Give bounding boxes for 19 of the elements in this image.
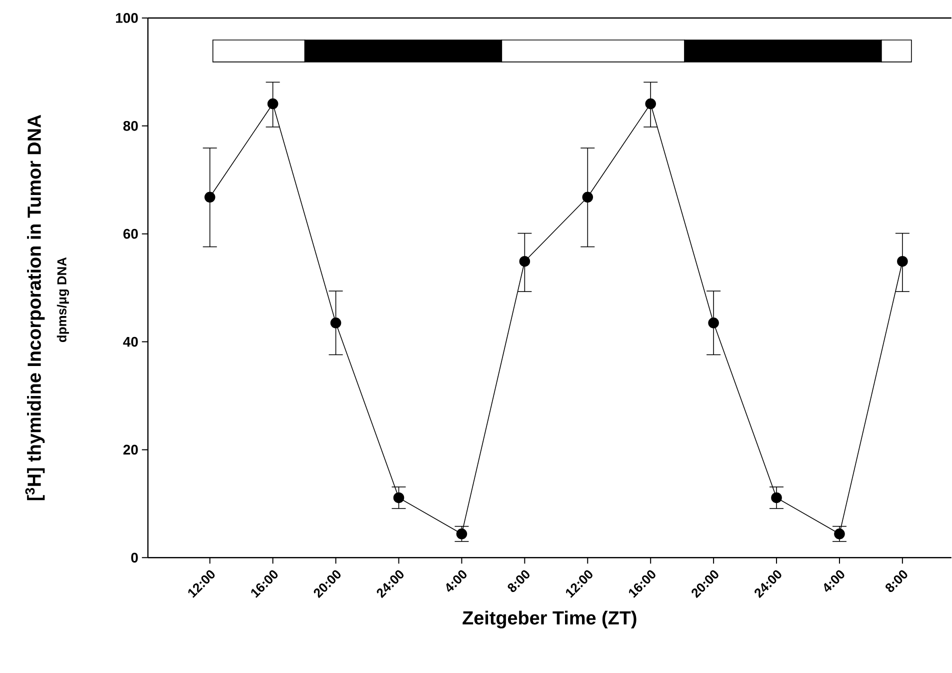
x-axis-title: Zeitgeber Time (ZT) [462,610,636,629]
y-tick-label: 60 [123,229,138,239]
text: dpms/μg DNA [56,258,70,342]
point [519,256,530,267]
y-tick-label: 80 [123,121,138,132]
y-tick-label: 20 [123,444,138,455]
y-tick-label: 0 [131,552,138,563]
point [582,192,594,203]
point [267,98,278,110]
y-axis-title: [$^{3}$H] thymidine Incorporation in Tumor DNA [25,115,45,500]
point [645,98,656,110]
point [393,492,404,504]
point [708,318,719,328]
y-tick-label: 100 [116,13,138,24]
point [771,492,782,504]
point [897,256,908,267]
y-tick-label: 40 [123,337,138,347]
point [204,192,216,203]
point [330,318,342,328]
